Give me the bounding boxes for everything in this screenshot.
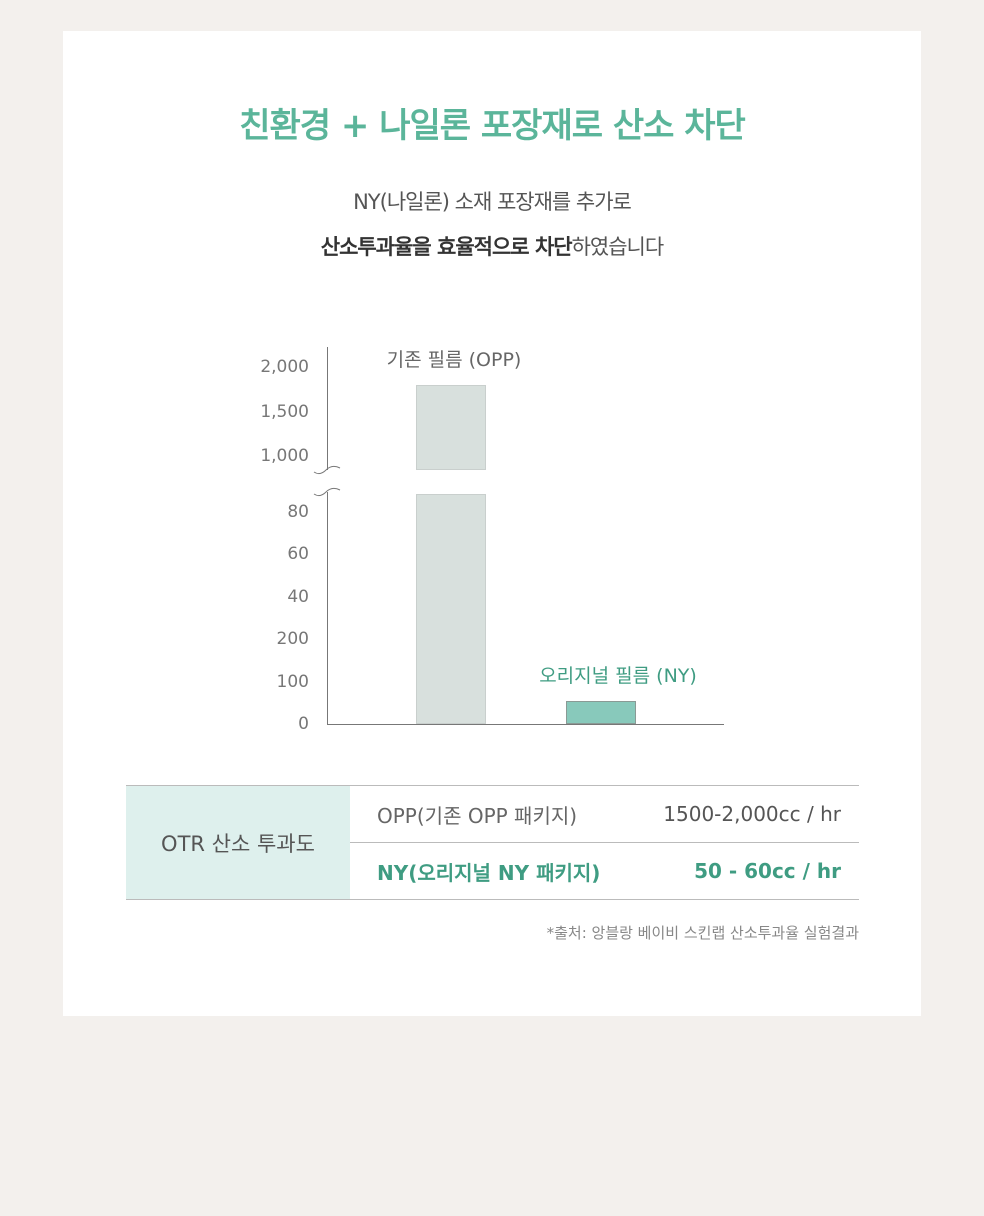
otr-table: OTR 산소 투과도 OPP(기존 OPP 패키지) 1500-2,000cc … bbox=[126, 785, 859, 900]
y-tick-label: 0 bbox=[298, 714, 309, 734]
x-axis bbox=[327, 724, 724, 725]
y-tick-label: 80 bbox=[287, 502, 309, 522]
axis-break-icon bbox=[313, 465, 341, 497]
y-tick-label: 200 bbox=[276, 629, 309, 649]
y-tick-label: 2,000 bbox=[260, 357, 309, 377]
source-note: *출처: 앙블랑 베이비 스킨랩 산소투과율 실험결과 bbox=[546, 924, 859, 942]
y-tick-label: 100 bbox=[276, 672, 309, 692]
y-tick-label: 60 bbox=[287, 544, 309, 564]
table-header: OTR 산소 투과도 bbox=[126, 785, 350, 900]
table-row: OTR 산소 투과도 OPP(기존 OPP 패키지) 1500-2,000cc … bbox=[126, 785, 859, 900]
row-value: 1500-2,000cc / hr bbox=[635, 785, 859, 843]
y-axis-upper bbox=[327, 347, 328, 470]
y-tick-label: 40 bbox=[287, 587, 309, 607]
bar-upper-segment bbox=[416, 384, 486, 470]
subtitle-line2: 산소투과율을 효율적으로 차단하였습니다 bbox=[0, 231, 984, 261]
bar bbox=[566, 700, 636, 724]
table-row: NY(오리지널 NY 패키지) 50 - 60cc / hr bbox=[126, 842, 859, 900]
page-title: 친환경 + 나일론 포장재로 산소 차단 bbox=[239, 106, 746, 146]
y-axis-lower bbox=[327, 492, 328, 724]
y-tick-label: 1,500 bbox=[260, 402, 309, 422]
subtitle-bold: 산소투과율을 효율적으로 차단 bbox=[320, 235, 573, 259]
row-label: NY(오리지널 NY 패키지) bbox=[350, 842, 636, 900]
row-label: OPP(기존 OPP 패키지) bbox=[350, 785, 636, 843]
row-value: 50 - 60cc / hr bbox=[635, 842, 859, 900]
subtitle-rest: 하였습니다 bbox=[571, 235, 665, 259]
bar bbox=[416, 494, 486, 724]
y-tick-label: 1,000 bbox=[260, 446, 309, 466]
bar-category-label: 오리지널 필름 (NY) bbox=[539, 664, 697, 687]
bar-category-label: 기존 필름 (OPP) bbox=[386, 348, 522, 371]
subtitle-line1: NY(나일론) 소재 포장재를 추가로 bbox=[353, 190, 632, 214]
